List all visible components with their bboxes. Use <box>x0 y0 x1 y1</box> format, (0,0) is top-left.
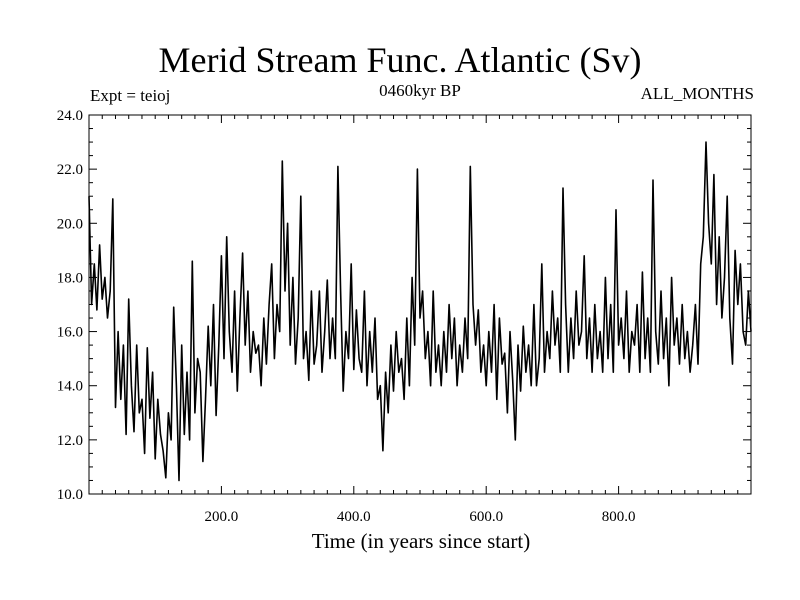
x-tick-label: 800.0 <box>602 509 636 525</box>
months-label: ALL_MONTHS <box>640 84 754 103</box>
experiment-label: Expt = teioj <box>90 86 171 105</box>
y-tick-label: 18.0 <box>57 270 83 286</box>
y-tick-label: 12.0 <box>57 433 83 449</box>
chart-title: Merid Stream Func. Atlantic (Sv) <box>158 40 642 80</box>
x-tick-label: 400.0 <box>337 509 371 525</box>
ticks-group <box>88 114 752 495</box>
period-label: 0460kyr BP <box>379 81 461 100</box>
x-tick-label: 600.0 <box>469 509 503 525</box>
x-tick-label: 200.0 <box>205 509 239 525</box>
y-tick-label: 22.0 <box>57 162 83 178</box>
x-axis-title: Time (in years since start) <box>312 529 531 553</box>
y-tick-label: 14.0 <box>57 379 83 395</box>
y-tick-label: 24.0 <box>57 108 83 124</box>
y-tick-label: 20.0 <box>57 216 83 232</box>
tick-labels-group: 10.0 12.0 14.0 16.0 18.0 20.0 22.0 24.0 200.0 400… <box>57 108 636 525</box>
y-tick-label: 10.0 <box>57 487 83 503</box>
y-tick-label: 16.0 <box>57 325 83 341</box>
series-line <box>88 141 752 482</box>
